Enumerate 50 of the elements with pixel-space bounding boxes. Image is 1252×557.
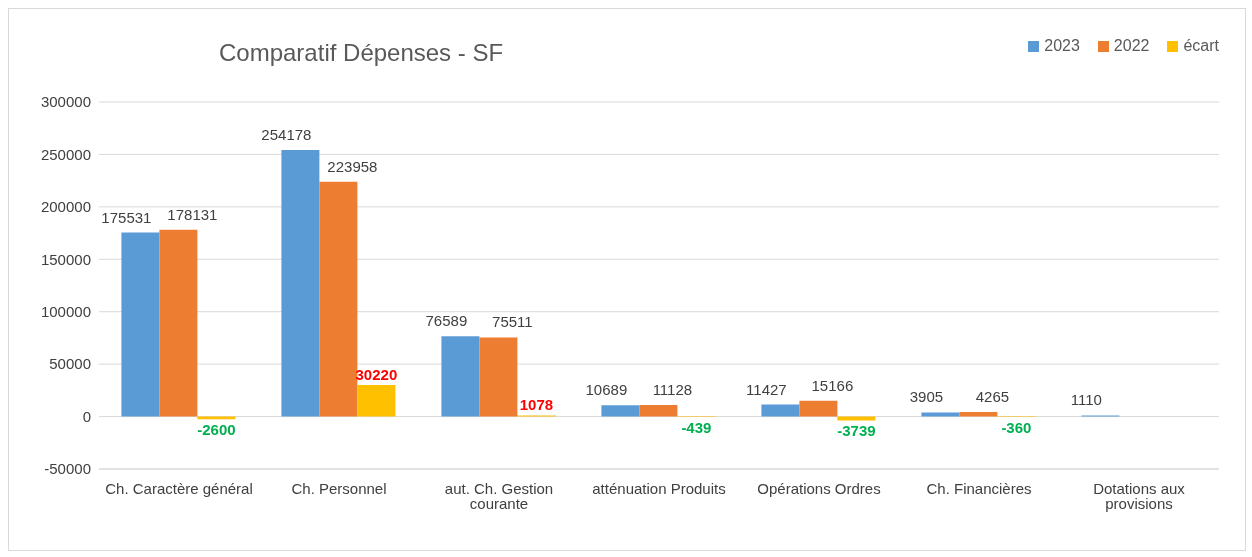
chart-title: Comparatif Dépenses - SF	[219, 39, 504, 67]
bar	[921, 412, 960, 417]
data-label: 178131	[167, 205, 218, 223]
bar	[601, 405, 640, 417]
data-label: -2600	[197, 421, 236, 439]
data-label: 76589	[425, 312, 468, 330]
bar	[121, 232, 160, 417]
x-tick-label: Opérations Ordres	[757, 479, 881, 497]
bar	[639, 404, 678, 417]
bar	[761, 404, 800, 417]
y-tick-label: 100000	[40, 303, 91, 321]
bar	[357, 384, 396, 417]
legend-label: 2023	[1043, 37, 1080, 55]
legend-label: 2022	[1112, 37, 1150, 55]
data-label: 175531	[101, 208, 152, 226]
data-label: 10689	[585, 381, 628, 399]
y-tick-label: 200000	[40, 198, 91, 216]
x-tick-label: Dotations aux provisions	[1093, 479, 1186, 512]
y-tick-label: 50000	[49, 355, 91, 373]
data-label: -3739	[837, 422, 876, 440]
y-tick-label: 300000	[40, 93, 91, 111]
data-label: 3905	[909, 388, 944, 406]
bar	[441, 336, 480, 417]
bar	[281, 150, 320, 417]
y-tick-label: -50000	[44, 460, 91, 478]
bar	[159, 229, 198, 417]
data-label: 75511	[492, 313, 533, 331]
data-label: 254178	[261, 126, 312, 144]
data-label: 4265	[975, 388, 1010, 406]
data-label: 15166	[811, 376, 854, 394]
data-label: 1110	[1070, 391, 1102, 409]
x-tick-label: atténuation Produits	[592, 479, 726, 497]
data-label: 11128	[652, 380, 693, 398]
bar	[799, 400, 838, 417]
legend-label: écart	[1182, 37, 1219, 55]
data-label: -360	[1001, 418, 1032, 436]
y-tick-label: 250000	[40, 145, 91, 163]
x-tick-label: aut. Ch. Gestion courante	[444, 479, 554, 512]
bar	[319, 181, 358, 417]
data-label: 1078	[519, 396, 554, 414]
data-label: 223958	[327, 157, 378, 175]
y-tick-label: 0	[82, 407, 91, 425]
x-tick-label: Ch. Caractère général	[105, 479, 253, 497]
bar	[959, 412, 998, 417]
y-tick-label: 150000	[40, 250, 91, 268]
x-tick-label: Ch. Personnel	[291, 479, 387, 497]
data-label: -439	[681, 419, 712, 437]
data-label: 11427	[746, 380, 787, 398]
x-tick-label: Ch. Financières	[926, 479, 1032, 497]
bar	[479, 337, 518, 417]
